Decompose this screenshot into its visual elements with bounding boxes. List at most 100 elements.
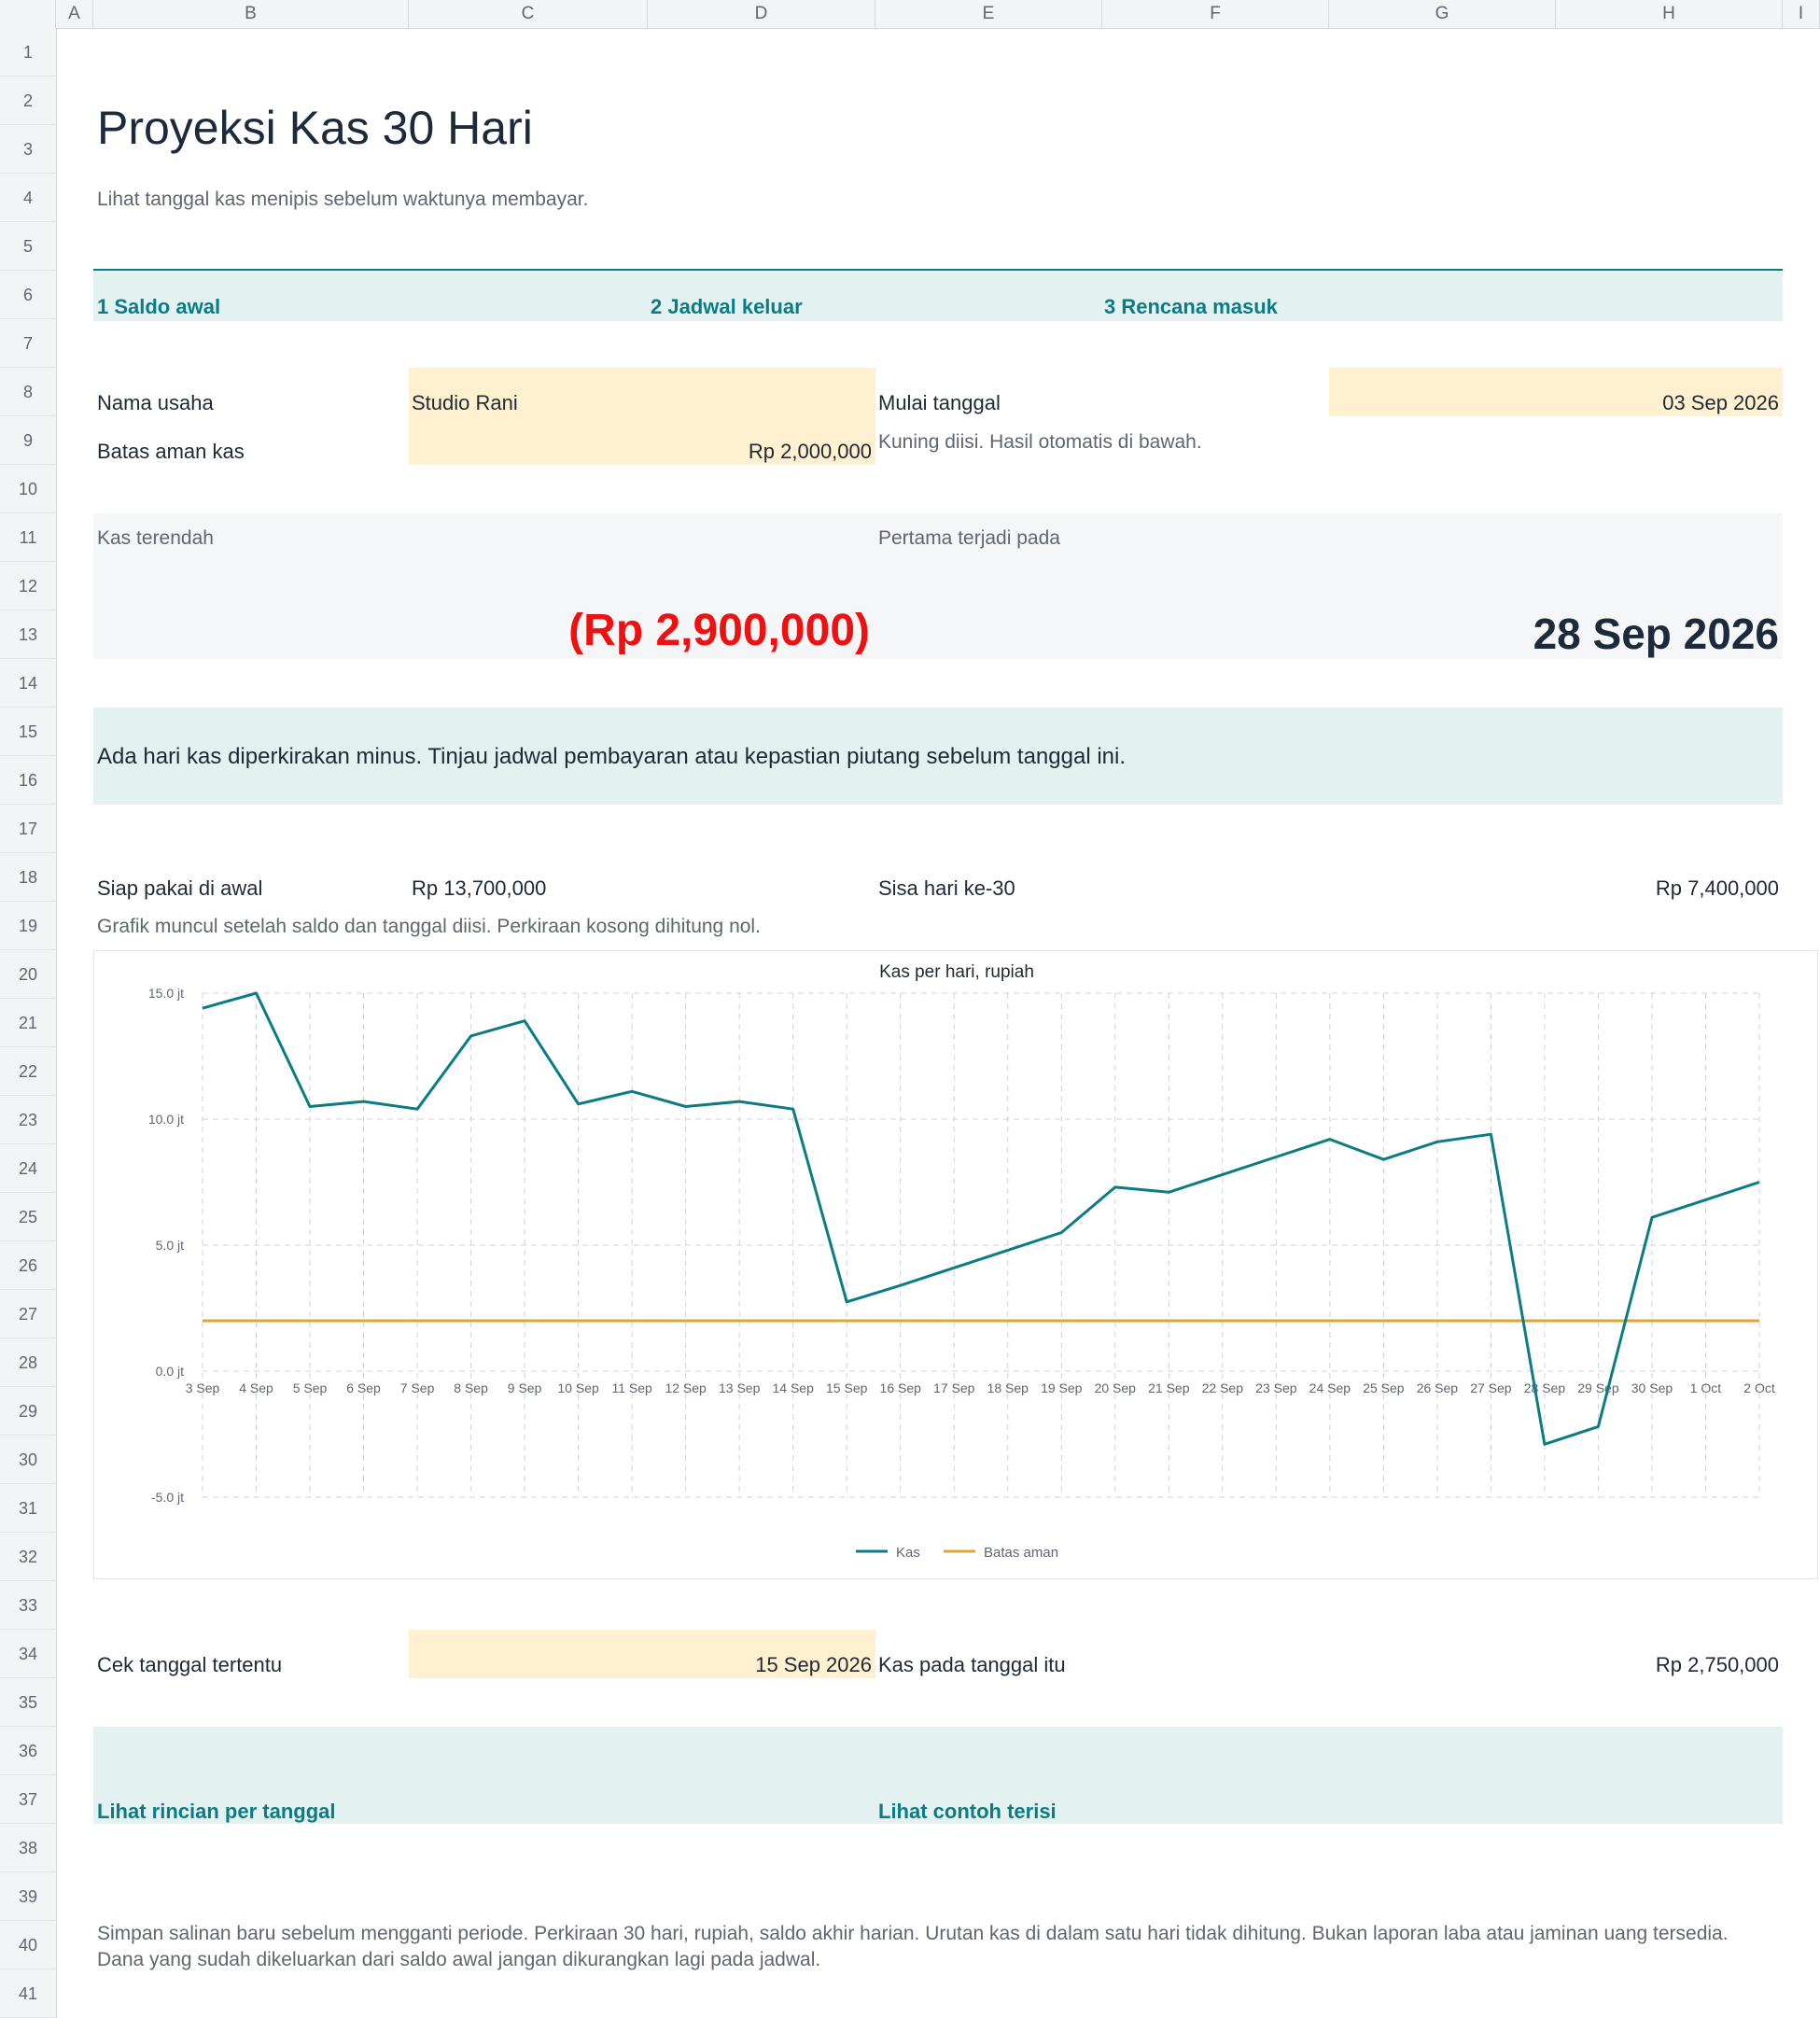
select-all-corner[interactable] [0,0,56,28]
row-header[interactable]: 31 [0,1484,56,1533]
row-header[interactable]: 40 [0,1921,56,1969]
row-header[interactable]: 38 [0,1824,56,1872]
row-header[interactable]: 16 [0,756,56,805]
column-header[interactable]: I [1783,0,1820,28]
row-header[interactable]: 18 [0,853,56,902]
link-detail-per-date[interactable]: Lihat rincian per tanggal [97,1800,336,1823]
row-header[interactable]: 1 [0,28,56,77]
x-tick-label: 9 Sep [508,1380,542,1395]
row-header[interactable]: 34 [0,1630,56,1678]
x-tick-label: 14 Sep [773,1380,815,1395]
chart-y-axis: 15.0 jt 10.0 jt 5.0 jt 0.0 jt -5.0 jt [148,986,184,1505]
row-header[interactable]: 25 [0,1193,56,1241]
x-tick-label: 4 Sep [239,1380,273,1395]
row-header[interactable]: 28 [0,1338,56,1387]
row-header[interactable]: 13 [0,610,56,659]
column-header[interactable]: B [93,0,409,28]
links-band [93,1727,1783,1824]
y-tick-label: 10.0 jt [148,1112,184,1127]
x-tick-label: 20 Sep [1095,1380,1137,1395]
row-header[interactable]: 7 [0,319,56,368]
row-header[interactable]: 26 [0,1241,56,1290]
cash-chart[interactable]: Kas per hari, rupiah 15.0 jt 10.0 jt 5.0 j… [93,950,1818,1579]
row-header[interactable]: 6 [0,271,56,319]
row-header[interactable]: 2 [0,77,56,125]
row-header[interactable]: 19 [0,902,56,950]
input-hint: Kuning diisi. Hasil otomatis di bawah. [878,431,1202,453]
link-filled-example[interactable]: Lihat contoh terisi [878,1800,1057,1823]
input-fill-area [409,368,875,465]
column-header[interactable]: D [648,0,875,28]
column-header[interactable]: F [1102,0,1329,28]
start-date-label: Mulai tanggal [878,391,1001,414]
row-header[interactable]: 8 [0,368,56,416]
legend-kas-label: Kas [896,1545,920,1561]
row-header[interactable]: 20 [0,950,56,999]
row-header[interactable]: 21 [0,999,56,1047]
row-header[interactable]: 15 [0,708,56,756]
row-header[interactable]: 14 [0,659,56,708]
step-jadwal-keluar[interactable]: 2 Jadwal keluar [651,295,803,318]
lowest-cash-label: Kas terendah [97,527,214,549]
chart-x-axis: 3 Sep 4 Sep 5 Sep 6 Sep 7 Sep 8 Sep 9 Sep 10 Se… [186,1380,1775,1395]
row-header[interactable]: 24 [0,1144,56,1193]
row-header[interactable]: 9 [0,416,56,465]
x-tick-label: 13 Sep [719,1380,761,1395]
chart-grid [202,992,1760,1498]
safe-limit-label: Batas aman kas [97,440,245,463]
x-tick-label: 15 Sep [826,1380,868,1395]
check-date-input[interactable]: 15 Sep 2026 [755,1653,872,1676]
step-rencana-masuk[interactable]: 3 Rencana masuk [1104,295,1278,318]
business-name-input[interactable]: Studio Rani [412,391,518,414]
row-header[interactable]: 22 [0,1047,56,1096]
row-header[interactable]: 12 [0,562,56,610]
y-tick-label: 0.0 jt [156,1364,184,1379]
chart-legend: Kas Batas aman [856,1545,1058,1561]
row-header[interactable]: 36 [0,1727,56,1775]
check-cash-value: Rp 2,750,000 [1655,1653,1779,1676]
x-tick-label: 16 Sep [880,1380,922,1395]
x-tick-label: 18 Sep [987,1380,1029,1395]
step-saldo-awal[interactable]: 1 Saldo awal [97,295,221,318]
row-header[interactable]: 39 [0,1872,56,1921]
y-tick-label: 5.0 jt [156,1238,184,1253]
safe-limit-input[interactable]: Rp 2,000,000 [748,440,872,463]
series-line-kas [202,991,1760,1446]
column-header[interactable]: A [56,0,93,28]
row-header[interactable]: 17 [0,805,56,853]
row-header[interactable]: 10 [0,465,56,513]
y-tick-label: 15.0 jt [148,986,184,1001]
row-header[interactable]: 32 [0,1533,56,1581]
row-header[interactable]: 41 [0,1969,56,2018]
check-date-fill [409,1630,875,1678]
legend-safe-label: Batas aman [984,1545,1058,1561]
row-header[interactable]: 35 [0,1678,56,1727]
column-header[interactable]: E [875,0,1102,28]
x-tick-label: 27 Sep [1470,1380,1512,1395]
column-header[interactable]: G [1329,0,1556,28]
row-header[interactable]: 23 [0,1096,56,1144]
x-tick-label: 22 Sep [1202,1380,1244,1395]
x-tick-label: 10 Sep [557,1380,599,1395]
x-tick-label: 1 Oct [1690,1380,1722,1395]
row-header[interactable]: 3 [0,125,56,174]
day30-value: Rp 7,400,000 [1655,876,1779,900]
column-header[interactable]: C [409,0,648,28]
row-header[interactable]: 4 [0,174,56,222]
start-date-input[interactable]: 03 Sep 2026 [1662,391,1779,414]
column-header[interactable]: H [1556,0,1783,28]
steps-band [93,269,1783,321]
x-tick-label: 24 Sep [1309,1380,1351,1395]
first-occurrence-label: Pertama terjadi pada [878,527,1060,549]
row-header[interactable]: 37 [0,1775,56,1824]
x-tick-label: 21 Sep [1148,1380,1190,1395]
row-header[interactable]: 30 [0,1436,56,1484]
x-tick-label: 3 Sep [186,1380,220,1395]
row-header[interactable]: 27 [0,1290,56,1338]
row-header[interactable]: 11 [0,513,56,562]
x-tick-label: 30 Sep [1631,1380,1673,1395]
row-header[interactable]: 29 [0,1387,56,1436]
page-subtitle: Lihat tanggal kas menipis sebelum waktun… [97,189,589,210]
row-header[interactable]: 33 [0,1581,56,1630]
row-header[interactable]: 5 [0,222,56,271]
